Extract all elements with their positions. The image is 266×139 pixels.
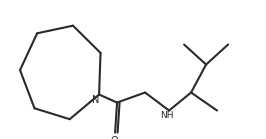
Text: N: N bbox=[92, 95, 100, 105]
Text: O: O bbox=[110, 136, 118, 139]
Text: NH: NH bbox=[160, 111, 174, 120]
